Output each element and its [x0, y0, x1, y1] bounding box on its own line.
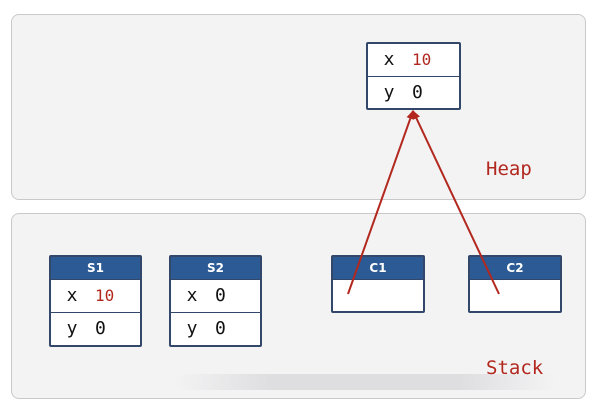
struct-s2: S2 x 0 y 0: [169, 255, 262, 347]
struct-title: S1: [51, 257, 140, 280]
field-value: 0: [215, 318, 226, 339]
ref-c1: C1: [331, 255, 425, 313]
arrow-c1-to-heap: [347, 110, 415, 295]
struct-field-y: y 0: [171, 312, 260, 345]
struct-field-x: x 10: [51, 280, 140, 312]
field-value: 0: [215, 285, 226, 306]
ref-title: C2: [470, 257, 560, 280]
heap-field-x: x 10: [368, 44, 459, 76]
field-value: 0: [412, 82, 423, 103]
stack-shadow: [175, 374, 555, 390]
heap-label: Heap: [486, 158, 532, 180]
field-name: y: [66, 318, 78, 339]
field-name: x: [186, 285, 198, 306]
struct-field-y: y 0: [51, 312, 140, 345]
arrow-c2-to-heap: [412, 110, 500, 295]
heap-object: x 10 y 0: [366, 42, 461, 110]
heap-region: [11, 14, 586, 200]
ref-c2: C2: [468, 255, 562, 313]
field-name: y: [186, 318, 198, 339]
field-name: y: [383, 82, 395, 103]
field-name: x: [383, 49, 395, 70]
stack-label: Stack: [486, 357, 544, 379]
field-value: 10: [95, 286, 115, 305]
struct-s1: S1 x 10 y 0: [49, 255, 142, 347]
field-value: 10: [412, 50, 432, 69]
heap-field-y: y 0: [368, 76, 459, 109]
struct-title: S2: [171, 257, 260, 280]
field-name: x: [66, 285, 78, 306]
field-value: 0: [95, 318, 106, 339]
struct-field-x: x 0: [171, 280, 260, 312]
